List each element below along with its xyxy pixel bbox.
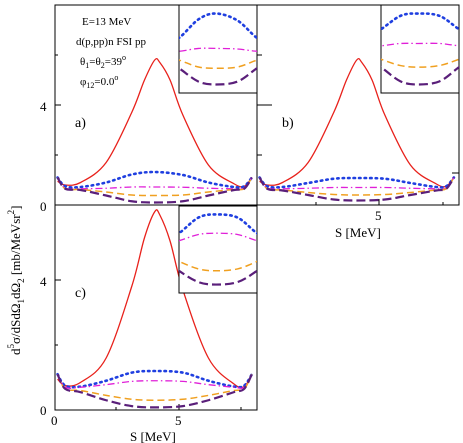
panel-c-series-dotted-line — [56, 369, 254, 389]
x-axis-title-b: S [MeV] — [335, 225, 381, 240]
panel-b-series-dash-dot-line — [259, 177, 455, 190]
phi-annotation: φ12=0.0o — [80, 73, 118, 90]
panel-b-series-solid-line — [259, 57, 455, 188]
panel-b-inset-dotted-line — [381, 12, 459, 31]
panel-b-series-dotted-line — [258, 176, 456, 189]
panel-a-series-dash-dot-line — [57, 177, 253, 190]
y-tick-label-c-4: 4 — [40, 274, 47, 289]
panel-c-series-dash-dot-line — [56, 373, 253, 389]
panel-a-series-dashed-long-line — [56, 176, 253, 204]
theta-annotation: θ1=θ2=39o — [80, 53, 126, 70]
y-tick-label-a-0: 0 — [40, 199, 47, 214]
panel-c-ticks — [55, 279, 242, 411]
x-tick-label-c-0: 0 — [51, 413, 58, 428]
panel-c-inset-dotted-line — [179, 213, 257, 235]
panel-a-ticks — [55, 54, 61, 206]
panel-b-ticks — [257, 54, 459, 205]
reaction-annotation: d(p,pp)n FSI pp — [76, 36, 146, 48]
panel-a-curves — [56, 57, 254, 204]
energy-annotation: E=13 MeV — [82, 16, 131, 28]
panel-b-curves — [258, 57, 456, 202]
panel-a-series-dotted-line — [56, 170, 254, 189]
panel-label-c: c) — [75, 286, 86, 301]
x-axis-title-c: S [MeV] — [130, 429, 176, 443]
panel-b-inset — [380, 4, 460, 94]
panel-c-inset — [178, 205, 258, 294]
panel-a-inset-dashed-long-line — [179, 66, 257, 86]
panel-c-inset-dashed-line — [179, 260, 257, 272]
x-tick-label-c-5: 5 — [175, 413, 182, 428]
panel-label-b: b) — [282, 116, 294, 131]
y-tick-label-a-4: 4 — [40, 99, 47, 114]
panel-c-series-solid-line — [57, 209, 253, 389]
panel-b-series-dashed-long-line — [258, 176, 455, 202]
panel-label-a: a) — [75, 116, 86, 131]
y-tick-label-c-0: 0 — [40, 403, 47, 418]
panel-c-frame — [54, 204, 258, 411]
y-axis-title: d5σ/dSdΩ1dΩ2 [mb/MeVsr2] — [6, 206, 26, 355]
panel-a-inset — [178, 4, 258, 94]
panel-c-inset-dashed-long-line — [179, 269, 257, 286]
panel-b-inset-dash-dot-line — [381, 42, 459, 47]
x-tick-label-b-5: 5 — [375, 208, 382, 223]
panel-a-series-solid-line — [57, 57, 253, 188]
panel-c-series-dashed-long-line — [56, 373, 253, 409]
panel-c-curves — [56, 209, 254, 409]
